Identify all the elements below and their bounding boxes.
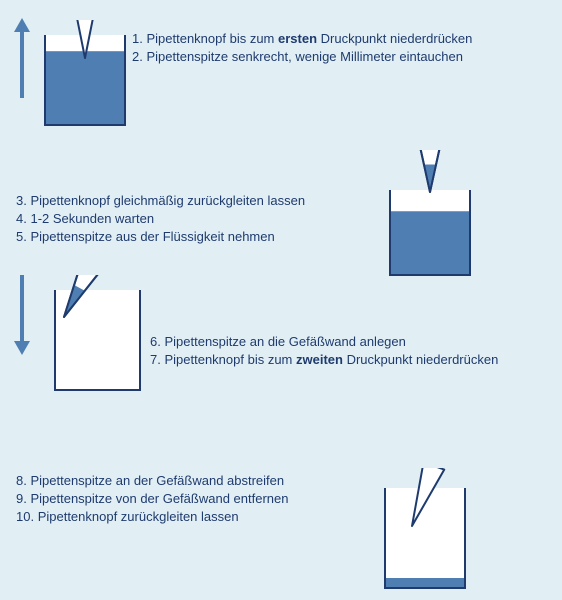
step-number: 9. (16, 491, 30, 506)
step-text: Pipettenknopf zurückgleiten lassen (38, 509, 239, 524)
arrow-up-icon (14, 18, 30, 98)
steps-block-1: 1. Pipettenknopf bis zum ersten Druckpun… (132, 30, 472, 66)
step-text: Pipettenknopf bis zum (146, 31, 278, 46)
steps-block-2: 3. Pipettenknopf gleichmäßig zurückgleit… (16, 192, 305, 246)
step-number: 6. (150, 334, 164, 349)
beaker-step-3 (40, 275, 150, 395)
beaker-step-4 (370, 468, 480, 593)
beaker-step-1 (40, 20, 130, 130)
step-line: 10. Pipettenknopf zurückgleiten lassen (16, 508, 288, 526)
step-line: 5. Pipettenspitze aus der Flüssigkeit ne… (16, 228, 305, 246)
step-text: 1-2 Sekunden warten (30, 211, 154, 226)
step-text: Pipettenspitze aus der Flüssigkeit nehme… (30, 229, 274, 244)
step-text: Pipettenknopf gleichmäßig zurückgleiten … (30, 193, 305, 208)
arrow-down-icon (14, 275, 30, 355)
step-number: 5. (16, 229, 30, 244)
step-text-bold: ersten (278, 31, 317, 46)
steps-block-3: 6. Pipettenspitze an die Gefäßwand anleg… (150, 333, 498, 369)
step-text: Druckpunkt niederdrücken (343, 352, 498, 367)
step-number: 8. (16, 473, 30, 488)
beaker-step-2 (380, 150, 480, 280)
step-text: Pipettenspitze von der Gefäßwand entfern… (30, 491, 288, 506)
step-line: 6. Pipettenspitze an die Gefäßwand anleg… (150, 333, 498, 351)
step-line: 2. Pipettenspitze senkrecht, wenige Mill… (132, 48, 472, 66)
step-text: Pipettenspitze an die Gefäßwand anlegen (164, 334, 405, 349)
step-line: 9. Pipettenspitze von der Gefäßwand entf… (16, 490, 288, 508)
step-number: 1. (132, 31, 146, 46)
step-line: 1. Pipettenknopf bis zum ersten Druckpun… (132, 30, 472, 48)
step-text: Pipettenspitze senkrecht, wenige Millime… (146, 49, 463, 64)
step-line: 8. Pipettenspitze an der Gefäßwand abstr… (16, 472, 288, 490)
step-line: 3. Pipettenknopf gleichmäßig zurückgleit… (16, 192, 305, 210)
step-text-bold: zweiten (296, 352, 343, 367)
step-line: 7. Pipettenknopf bis zum zweiten Druckpu… (150, 351, 498, 369)
step-number: 3. (16, 193, 30, 208)
step-text: Pipettenknopf bis zum (164, 352, 296, 367)
step-number: 4. (16, 211, 30, 226)
step-number: 7. (150, 352, 164, 367)
step-text: Pipettenspitze an der Gefäßwand abstreif… (30, 473, 284, 488)
steps-block-4: 8. Pipettenspitze an der Gefäßwand abstr… (16, 472, 288, 526)
step-text: Druckpunkt niederdrücken (317, 31, 472, 46)
step-number: 10. (16, 509, 38, 524)
step-line: 4. 1-2 Sekunden warten (16, 210, 305, 228)
step-number: 2. (132, 49, 146, 64)
